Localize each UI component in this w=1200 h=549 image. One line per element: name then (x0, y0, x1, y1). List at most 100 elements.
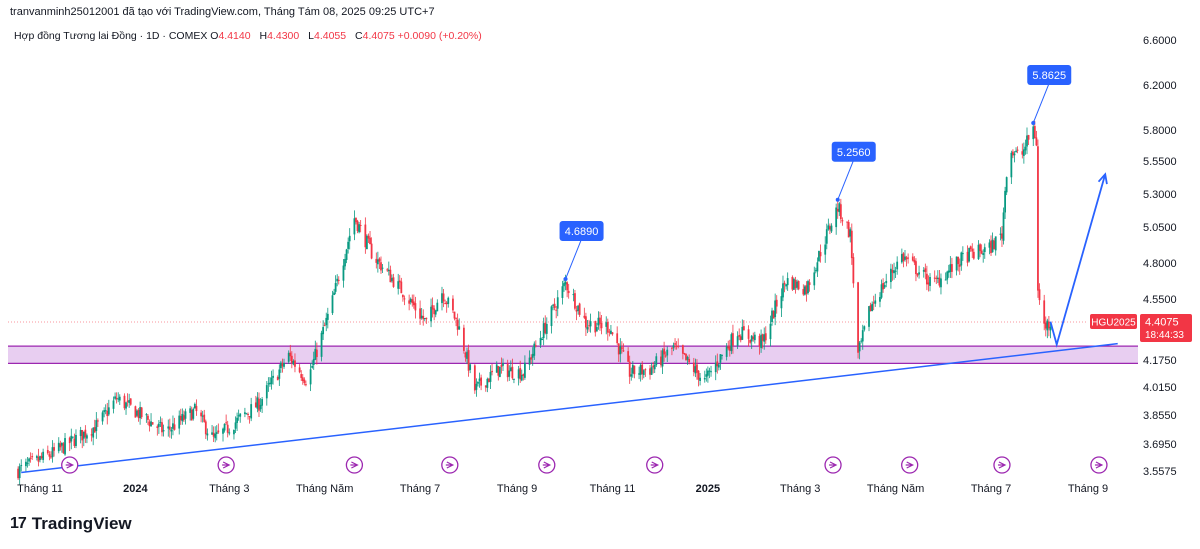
candle-body (783, 282, 786, 285)
candle-body (880, 284, 883, 298)
candle-body (605, 322, 608, 327)
candle-body (747, 329, 750, 339)
candle-body (204, 421, 207, 435)
x-tick-label: Tháng Năm (867, 483, 924, 495)
candle-body (392, 277, 395, 287)
candle-body (193, 403, 196, 409)
candle-body (666, 349, 669, 356)
candle-body (619, 345, 622, 355)
candle-body (575, 309, 578, 312)
candle-body (644, 369, 647, 371)
tradingview-mark-icon: 17 (10, 515, 27, 532)
candle-body (117, 398, 120, 400)
candle-body (961, 253, 964, 255)
candle-body (378, 258, 381, 262)
candle-body (70, 435, 73, 442)
candle-body (447, 297, 450, 304)
candle-body (772, 310, 775, 319)
candle-body (553, 303, 556, 308)
candle-body (758, 335, 761, 347)
candle-body (869, 305, 872, 312)
candle-body (556, 297, 559, 309)
candle-body (366, 235, 368, 250)
candle-body (425, 317, 428, 320)
candle-body (234, 422, 237, 429)
candle-body (498, 366, 501, 377)
candle-body (162, 430, 165, 432)
candle-body (408, 300, 411, 304)
candle-body (816, 262, 819, 272)
high-value: 4.4300 (267, 30, 300, 42)
candle-body (137, 410, 140, 418)
candle-body (630, 374, 633, 377)
candle-body (441, 293, 443, 304)
candle-body (879, 297, 881, 302)
candle-body (419, 308, 421, 319)
candle-body (761, 334, 764, 341)
candle-body (716, 361, 719, 367)
candle-body (915, 261, 917, 275)
candle-body (423, 318, 426, 320)
candle-body (578, 303, 581, 315)
chart-header: tranvanminh25012001 đã tạo với TradingVi… (10, 6, 435, 18)
candle-body (453, 311, 456, 319)
candle-body (753, 334, 756, 341)
candle-body (28, 458, 30, 462)
candle-body (323, 325, 326, 327)
low-value: 4.4055 (313, 30, 347, 42)
tradingview-logo[interactable]: 17 TradingView (10, 514, 132, 534)
candle-body (151, 422, 154, 425)
candle-body (445, 302, 448, 305)
candle-body (60, 442, 63, 446)
candle-body (944, 279, 947, 281)
candle-body (40, 456, 43, 459)
candle-body (125, 402, 127, 409)
candle-body (420, 315, 423, 319)
candle-body (75, 434, 77, 447)
candle-body (409, 298, 412, 303)
candle-body (552, 304, 554, 306)
candle-body (896, 261, 899, 270)
candle-body (721, 354, 723, 357)
candle-body (1022, 149, 1025, 156)
event-marker-arrow-icon (542, 461, 552, 469)
candle-body (567, 290, 570, 294)
candle-body (749, 339, 752, 343)
candle-body (1047, 321, 1050, 329)
candle-body (488, 378, 490, 383)
candle-body (322, 327, 325, 335)
candle-body (563, 283, 565, 287)
candle-body (178, 415, 181, 429)
candle-body (555, 309, 558, 311)
x-tick-label: Tháng 7 (400, 483, 440, 495)
candle-body (925, 273, 928, 285)
candle-body (534, 345, 537, 347)
candle-body (1001, 233, 1003, 239)
candle-body (298, 367, 301, 373)
candle-body (797, 281, 800, 290)
candle-body (147, 415, 149, 420)
candle-body (200, 412, 203, 417)
candle-body (972, 251, 975, 259)
candle-body (819, 252, 822, 257)
candle-body (489, 371, 492, 382)
projection-arrow-head (1097, 172, 1108, 185)
candle-body (331, 295, 334, 314)
candle-body (1046, 320, 1049, 331)
candle-body (128, 400, 131, 403)
candle-body (728, 346, 731, 351)
candle-body (315, 349, 318, 358)
y-tick-label: 5.3000 (1143, 189, 1177, 201)
candle-body (312, 358, 315, 366)
candle-body (620, 347, 623, 350)
candle-body (217, 430, 220, 433)
candle-body (936, 277, 939, 279)
close-label: C (355, 30, 363, 42)
candle-body (90, 434, 93, 436)
candle-body (258, 398, 260, 411)
candle-body (1016, 149, 1019, 151)
candle-body (692, 362, 695, 372)
candle-body (850, 230, 853, 259)
candle-body (1005, 177, 1008, 193)
